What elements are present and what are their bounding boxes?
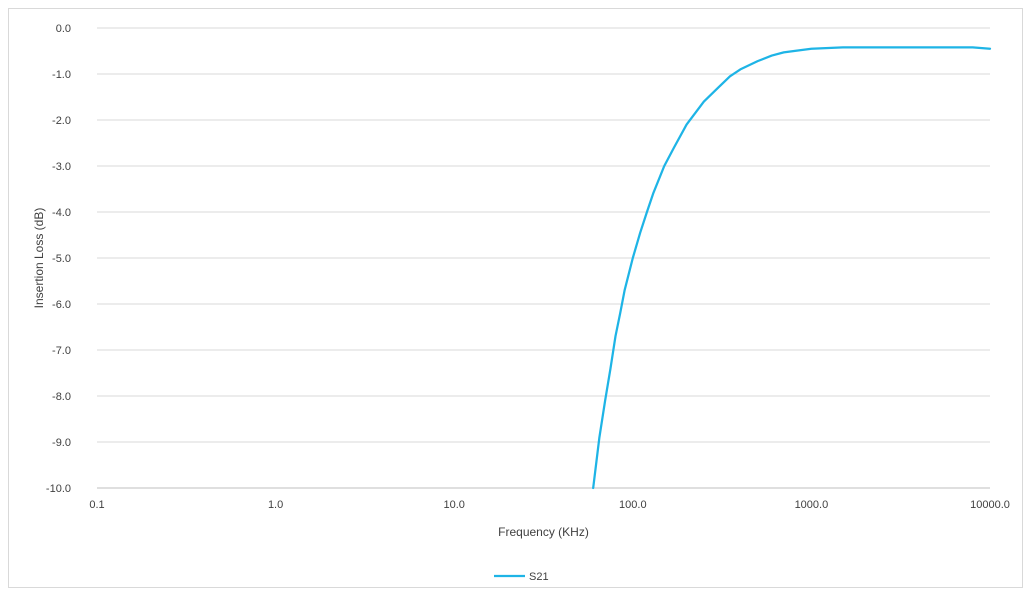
y-tick-label: -4.0	[52, 207, 71, 219]
insertion-loss-chart: 0.0 -1.0 -2.0 -3.0 -4.0 -5.0 -6.0 -7.0 -8.0 -9.0 -…	[32, 23, 1010, 583]
y-tick-label: -8.0	[52, 391, 71, 403]
x-tick-labels: 0.1 1.0 10.0 100.0 1000.0 10000.0	[89, 499, 1010, 511]
series-layer	[592, 46, 992, 490]
y-tick-label: -1.0	[52, 69, 71, 81]
y-tick-label: -10.0	[46, 483, 71, 495]
y-tick-label: -3.0	[52, 161, 71, 173]
chart-frame: 0.0 -1.0 -2.0 -3.0 -4.0 -5.0 -6.0 -7.0 -8.0 -9.0 -…	[8, 8, 1023, 588]
y-tick-label: -9.0	[52, 437, 71, 449]
x-tick-label: 10000.0	[970, 499, 1010, 511]
legend: S21	[494, 571, 549, 583]
series-line-s21	[592, 46, 992, 490]
y-tick-label: 0.0	[56, 23, 71, 35]
y-axis-title: Insertion Loss (dB)	[32, 208, 46, 309]
legend-label-s21: S21	[529, 571, 549, 583]
y-tick-label: -7.0	[52, 345, 71, 357]
x-axis-title: Frequency (KHz)	[498, 525, 589, 539]
x-tick-label: 10.0	[443, 499, 464, 511]
y-tick-label: -5.0	[52, 253, 71, 265]
grid-lines	[97, 27, 990, 443]
y-tick-labels: 0.0 -1.0 -2.0 -3.0 -4.0 -5.0 -6.0 -7.0 -8.0 -9.0 -…	[46, 23, 71, 495]
y-tick-label: -6.0	[52, 299, 71, 311]
x-tick-label: 0.1	[89, 499, 104, 511]
x-tick-label: 1000.0	[795, 499, 829, 511]
x-tick-label: 100.0	[619, 499, 647, 511]
x-tick-label: 1.0	[268, 499, 283, 511]
y-tick-label: -2.0	[52, 115, 71, 127]
